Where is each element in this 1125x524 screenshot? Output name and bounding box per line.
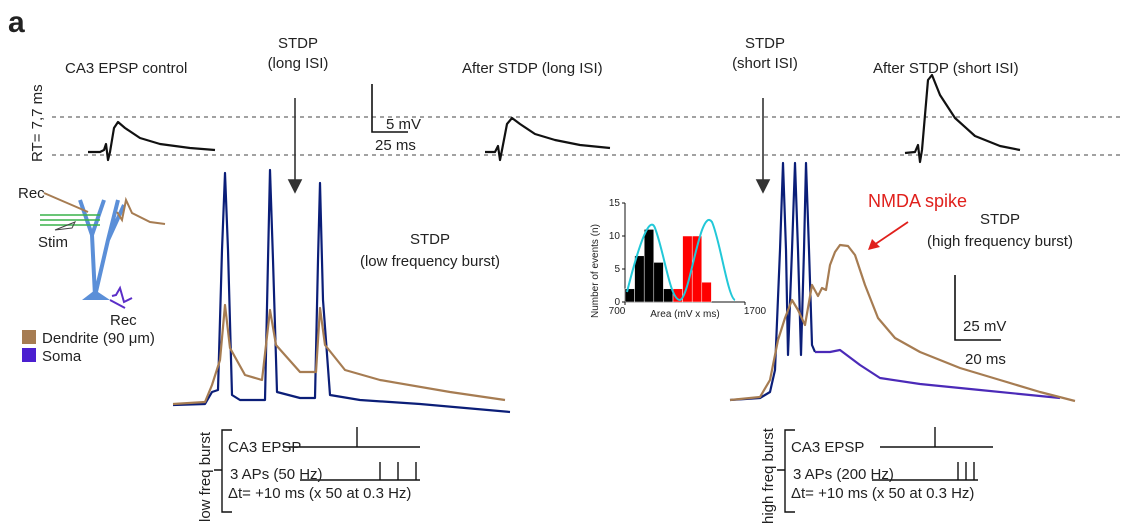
protocol-text: 3 APs (50 Hz) bbox=[230, 466, 323, 483]
soma-trace bbox=[172, 168, 511, 414]
header: After STDP (long ISI) bbox=[462, 60, 603, 77]
epsp-trace bbox=[485, 116, 611, 162]
scale-label: 5 mV bbox=[386, 116, 421, 133]
protocol-text: 3 APs (200 Hz) bbox=[793, 466, 894, 483]
protocol-text: CA3 EPSP bbox=[228, 439, 301, 456]
protocol-text: CA3 EPSP bbox=[791, 439, 864, 456]
trace-label: (high frequency burst) bbox=[927, 233, 1073, 250]
rt-label: RT= 7,7 ms bbox=[29, 84, 46, 162]
y-tick-label: 5 bbox=[614, 264, 620, 275]
y-tick-label: 0 bbox=[614, 297, 620, 308]
legend-label: Soma bbox=[42, 348, 82, 365]
legend-label: Dendrite (90 μm) bbox=[42, 330, 155, 347]
protocol-right bbox=[777, 427, 993, 513]
header: After STDP (short ISI) bbox=[873, 60, 1019, 77]
soma-trace bbox=[729, 161, 817, 402]
annotation-arrow bbox=[873, 221, 909, 246]
header: CA3 EPSP control bbox=[65, 60, 187, 77]
arrows bbox=[287, 98, 771, 194]
dendrite-trace bbox=[172, 303, 506, 406]
scale-bar bbox=[371, 84, 408, 133]
y-tick-label: 15 bbox=[609, 198, 621, 209]
histogram-bar bbox=[653, 262, 664, 303]
histogram-bar bbox=[701, 281, 712, 303]
soma-trace bbox=[815, 348, 1061, 400]
inset-ylabel: Number of events (n) bbox=[590, 224, 601, 318]
panel-label: a bbox=[8, 6, 25, 39]
schematic-label: Stim bbox=[38, 234, 68, 251]
dendrite-trace bbox=[729, 243, 1076, 403]
schematic-label: Rec bbox=[18, 185, 45, 202]
header: STDP bbox=[745, 35, 785, 52]
legend-swatch bbox=[22, 348, 36, 362]
protocol-text: Δt= +10 ms (x 50 at 0.3 Hz) bbox=[791, 485, 974, 502]
histogram-bar bbox=[634, 255, 645, 303]
x-tick-label: 700 bbox=[609, 306, 626, 317]
protocol-text: Δt= +10 ms (x 50 at 0.3 Hz) bbox=[228, 485, 411, 502]
header: (short ISI) bbox=[732, 55, 798, 72]
epsp-trace bbox=[904, 73, 1021, 164]
annotation: NMDA spike bbox=[868, 191, 967, 211]
neuron-schematic bbox=[40, 192, 166, 309]
scale-label: 20 ms bbox=[965, 351, 1006, 368]
header: STDP bbox=[278, 35, 318, 52]
protocol-left bbox=[214, 427, 420, 513]
x-tick-label: 1700 bbox=[744, 306, 767, 317]
protocol-side: low freq burst bbox=[197, 431, 214, 522]
header: (long ISI) bbox=[268, 55, 329, 72]
scale-label: 25 mV bbox=[963, 318, 1006, 335]
trace-label: STDP bbox=[980, 211, 1020, 228]
trace-label: (low frequency burst) bbox=[360, 253, 500, 270]
epsp-trace bbox=[88, 120, 216, 162]
annotation-arrow bbox=[868, 239, 880, 250]
inset-histogram: Number of events (n) Area (mV x ms) 0 5 10… bbox=[590, 198, 767, 320]
legend-swatch bbox=[22, 330, 36, 344]
protocol-side: high freq burst bbox=[760, 427, 777, 524]
scale-label: 25 ms bbox=[375, 137, 416, 154]
schematic-label: Rec bbox=[110, 312, 137, 329]
histogram-bar bbox=[643, 229, 655, 303]
inset-xlabel: Area (mV x ms) bbox=[650, 309, 719, 320]
y-tick-label: 10 bbox=[609, 231, 621, 242]
fit-curve bbox=[626, 218, 736, 302]
scale-bar bbox=[954, 275, 1001, 341]
trace-label: STDP bbox=[410, 231, 450, 248]
